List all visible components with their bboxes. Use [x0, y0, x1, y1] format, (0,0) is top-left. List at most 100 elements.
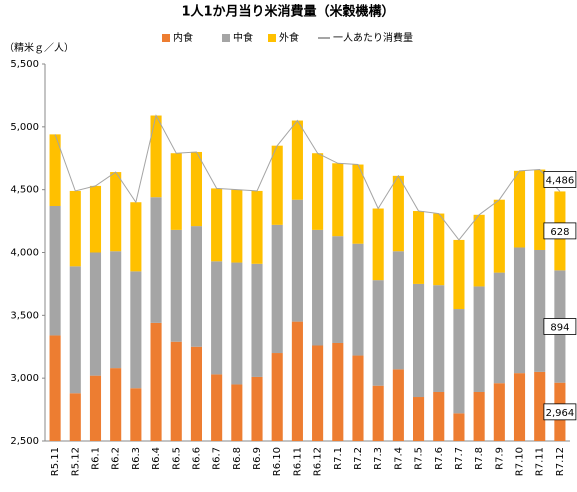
value-label-box — [543, 171, 577, 188]
x-tick-label: R6.7 — [212, 447, 223, 470]
bar-segment — [231, 262, 243, 385]
bar-segment — [473, 286, 485, 392]
bar-segment — [170, 153, 182, 230]
legend-label: 外食 — [279, 31, 299, 44]
bar-segment — [433, 285, 445, 392]
bar-segment — [150, 322, 162, 441]
bar-segment — [332, 236, 344, 343]
bar-segment — [513, 373, 526, 441]
x-tick-label: R7.5 — [414, 447, 425, 470]
bar-segment — [413, 397, 425, 441]
y-tick-label: 2,500 — [10, 436, 39, 447]
bar-segment — [332, 163, 344, 237]
bar-segment — [89, 185, 102, 253]
bar-segment — [392, 175, 404, 252]
bar-segment — [513, 247, 526, 374]
bar-segment — [89, 375, 102, 441]
bar-segment — [392, 369, 404, 441]
bar-segment — [69, 266, 81, 394]
x-tick-label: R7.1 — [333, 447, 344, 470]
bar-segment — [190, 346, 202, 441]
bar-segment — [372, 208, 384, 281]
value-label-box — [543, 318, 577, 335]
bar-segment — [413, 283, 425, 398]
x-tick-label: R6.4 — [151, 447, 162, 470]
bar-segment — [271, 145, 283, 225]
legend-label: 一人あたり消費量 — [333, 31, 413, 44]
bar-segment — [211, 261, 223, 375]
x-tick-label: R6.1 — [90, 447, 101, 470]
x-tick-label: R7.11 — [535, 447, 546, 476]
y-tick-label: 3,500 — [10, 310, 39, 321]
bar-segment — [271, 224, 283, 354]
x-tick-label: R6.2 — [111, 447, 122, 470]
bar-segment — [150, 115, 162, 198]
y-tick-label: 3,000 — [10, 373, 39, 384]
y-tick-label: 4,000 — [10, 248, 39, 259]
bar-segment — [110, 251, 122, 369]
bar-segment — [372, 385, 384, 441]
bar-segment — [89, 252, 102, 376]
x-tick-label: R5.12 — [70, 447, 81, 476]
bar-segment — [130, 388, 142, 441]
bar-segment — [453, 413, 465, 441]
x-tick-label: R7.3 — [373, 447, 384, 470]
y-tick-label: 5,000 — [10, 122, 39, 133]
y-axis-label: （精米ｇ／人） — [4, 41, 74, 54]
x-tick-label: R5.11 — [50, 447, 61, 476]
bar-segment — [150, 197, 162, 323]
bar-segment — [534, 249, 546, 372]
bar-segment — [534, 169, 546, 250]
bar-segment — [291, 199, 303, 322]
bar-segment — [211, 188, 223, 262]
bar-segment — [534, 371, 546, 441]
total-line — [54, 114, 561, 241]
bar-segment — [352, 355, 364, 441]
bar-segment — [130, 271, 142, 389]
x-tick-label: R6.3 — [131, 447, 142, 470]
bar-segment — [49, 335, 61, 441]
bar-segment — [433, 391, 445, 441]
x-tick-label: R7.9 — [494, 447, 505, 470]
x-tick-label: R7.12 — [555, 447, 566, 476]
bar-segment — [513, 170, 526, 248]
bar-segment — [433, 213, 445, 286]
x-tick-label: R6.10 — [272, 447, 283, 476]
bar-segment — [110, 172, 122, 252]
bar-segment — [130, 202, 142, 272]
bar-segment — [231, 384, 243, 441]
value-label: 2,964 — [546, 408, 575, 419]
y-tick-label: 4,500 — [10, 185, 39, 196]
legend-label: 内食 — [173, 31, 193, 44]
bar-segment — [211, 374, 223, 441]
bar-segment — [493, 272, 505, 384]
value-label: 628 — [550, 227, 569, 238]
bar-segment — [170, 341, 182, 441]
bar-segment — [251, 190, 263, 264]
x-tick-label: R7.10 — [515, 447, 526, 476]
x-tick-label: R6.11 — [292, 447, 303, 476]
bar-segment — [312, 153, 324, 230]
bar-segment — [352, 164, 364, 244]
x-tick-label: R6.6 — [191, 447, 202, 470]
bar-segment — [473, 391, 485, 441]
legend-swatch — [268, 34, 276, 42]
y-tick-label: 5,500 — [10, 59, 39, 70]
legend-swatch — [162, 34, 170, 42]
bar-segment — [473, 214, 485, 287]
bar-segment — [231, 189, 243, 263]
x-tick-label: R6.9 — [252, 447, 263, 470]
chart-title: 1人1か月当り米消費量（米穀機構） — [181, 4, 394, 20]
bar-segment — [251, 376, 263, 441]
bar-segment — [291, 321, 303, 441]
bar-segment — [49, 134, 61, 207]
x-tick-label: R7.4 — [393, 447, 404, 470]
bar-segment — [69, 393, 81, 441]
value-label: 894 — [550, 323, 569, 334]
bar-segment — [493, 383, 505, 441]
x-tick-label: R6.12 — [313, 447, 324, 476]
bar-segment — [392, 251, 404, 370]
bar-segment — [49, 206, 61, 336]
bar-segment — [453, 309, 465, 414]
